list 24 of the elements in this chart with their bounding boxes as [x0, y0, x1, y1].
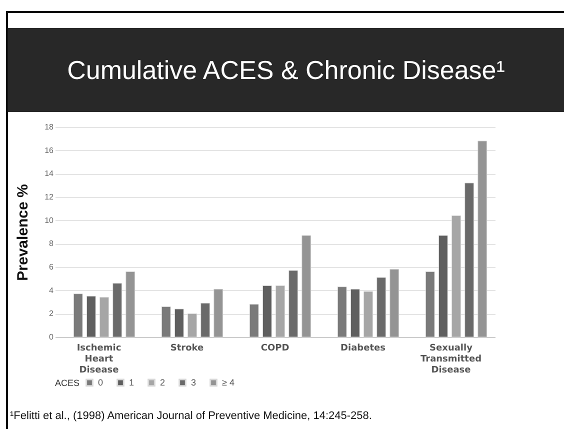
- y-tick-label: 10: [44, 216, 54, 225]
- x-tick-label: Diabetes: [340, 344, 386, 354]
- y-tick-label: 12: [44, 192, 54, 202]
- legend-label: 3: [191, 378, 196, 388]
- y-tick-label: 8: [49, 239, 54, 248]
- x-tick-label: Stroke: [170, 344, 204, 354]
- y-tick-label: 4: [49, 286, 54, 295]
- legend-label: 2: [160, 378, 166, 388]
- x-tick-label: Ischemic Heart Disease: [76, 344, 122, 376]
- x-tick-label: COPD: [260, 344, 290, 354]
- y-axis-title: Prevalence %: [14, 184, 32, 281]
- text: ¹Felitti et al., (1998) American Journal of Preventive Medicine, 14:245-258.: [10, 410, 372, 422]
- legend-label: 0: [98, 378, 104, 388]
- y-tick-label: 2: [49, 309, 54, 318]
- y-tick-label: 0: [49, 332, 54, 342]
- chart-title: Cumulative ACES & Chronic Disease¹: [8, 28, 564, 112]
- y-tick-label: 18: [44, 122, 54, 132]
- y-tick-label: 16: [44, 146, 54, 155]
- y-tick-label: 14: [44, 169, 54, 178]
- legend-title: ACES: [55, 378, 80, 388]
- x-tick-label: Sexually Transmitted Disease: [420, 344, 482, 376]
- legend-label: ≥ 4: [222, 378, 234, 388]
- y-tick-label: 6: [49, 262, 54, 272]
- legend-label: 1: [129, 378, 134, 388]
